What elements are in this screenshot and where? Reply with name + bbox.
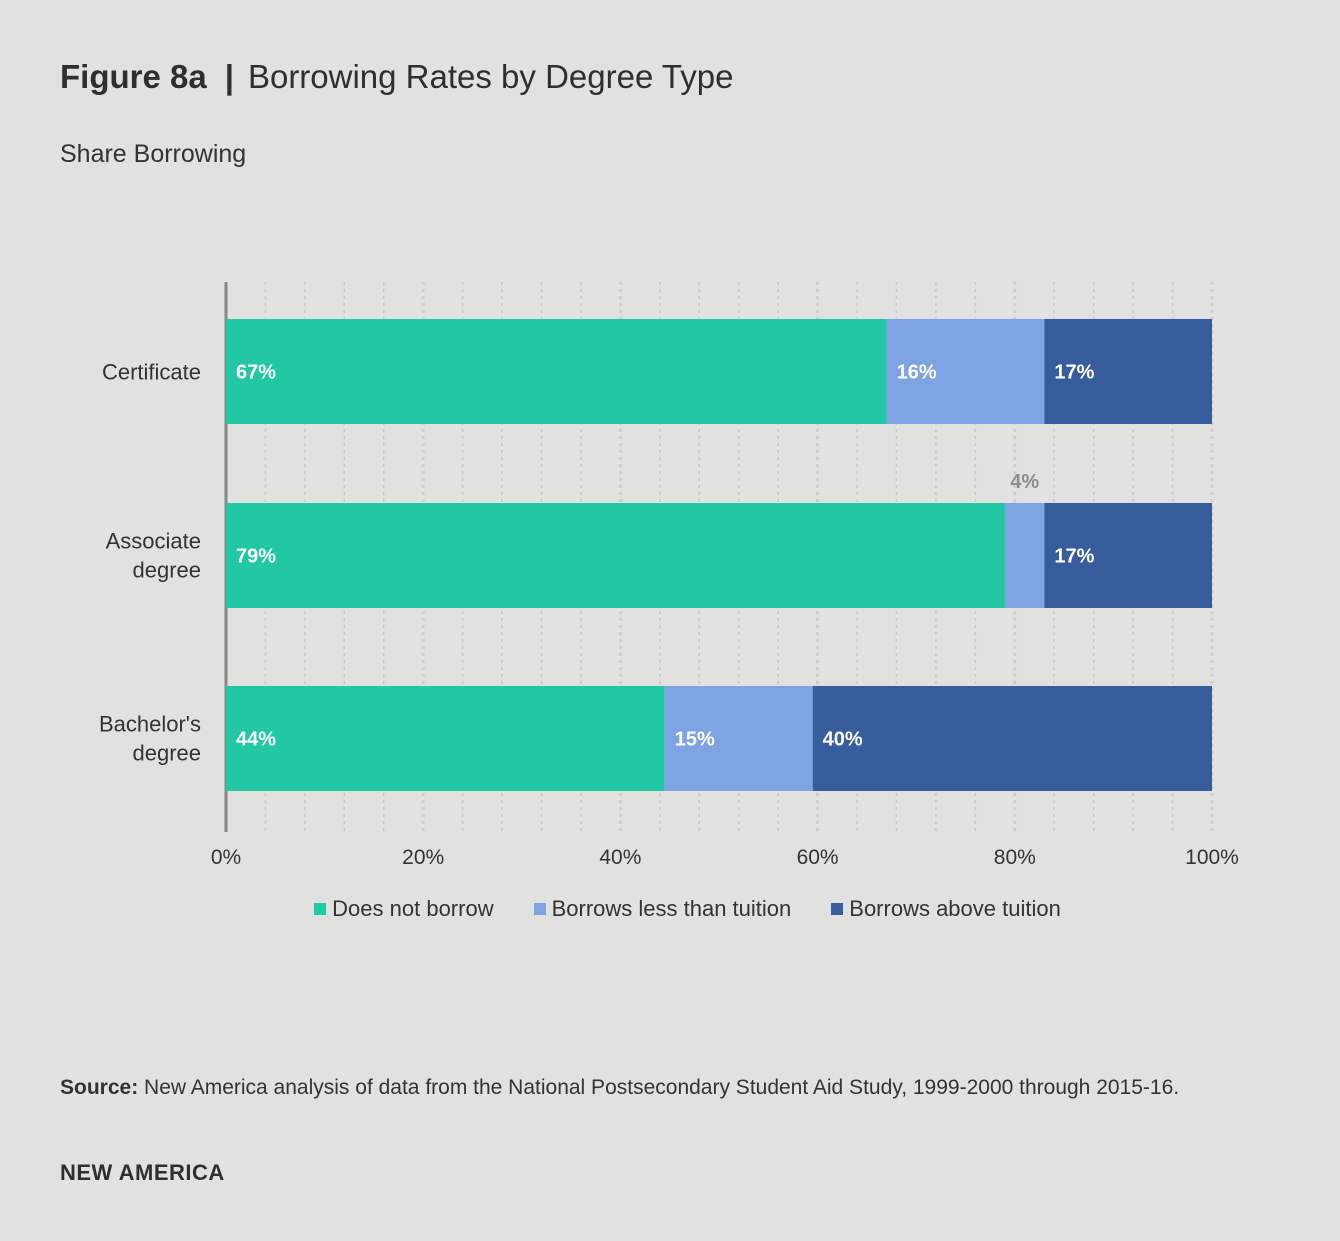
figure-title: Borrowing Rates by Degree Type [247,58,734,95]
stacked-bar-chart: 67% 16% 17% Certificate 79% 4% 17% Associate deg… [99,282,1239,869]
legend-label-borrows-less: Borrows less than tuition [551,896,792,921]
legend-label-does-not-borrow: Does not borrow [332,896,494,921]
legend-item-borrows-less: Borrows less than tuition [533,896,792,922]
bar-does-not-borrow [226,686,665,791]
bar-does-not-borrow [226,319,887,424]
category-label: Bachelor's [99,712,201,737]
data-label-borrows-less: 15% [675,729,715,751]
bar-borrows-less [664,686,813,791]
x-tick-label: 100% [1185,846,1239,869]
bar-borrows-above [812,686,1212,791]
category-label: Associate [106,529,201,554]
bar-does-not-borrow [226,503,1005,608]
category-label: degree [132,741,201,766]
legend-item-does-not-borrow: Does not borrow [314,896,494,922]
source-label: Source: [60,1076,139,1099]
x-tick-label: 60% [797,846,839,869]
legend-swatch-borrows-above [831,903,844,915]
data-label-does-not-borrow: 79% [236,546,276,568]
figure-label: Figure 8a [60,58,207,95]
data-label-borrows-above: 17% [1054,546,1094,568]
x-tick-label: 80% [994,846,1036,869]
legend-item-borrows-above: Borrows above tuition [831,896,1061,922]
bar-borrows-less [1004,503,1045,608]
bar-borrows-above [1044,319,1212,424]
x-tick-label: 20% [402,846,444,869]
chart-title: Figure 8a | Borrowing Rates by Degree Type [60,58,733,96]
legend-label-borrows-above: Borrows above tuition [849,896,1061,921]
title-separator: | [224,58,234,95]
category-label: Certificate [102,360,201,385]
legend-swatch-borrows-less [533,903,546,915]
x-tick-label: 0% [211,846,241,869]
data-label-borrows-less: 4% [1010,471,1039,493]
legend-swatch-does-not-borrow [314,903,327,915]
data-label-does-not-borrow: 67% [236,362,276,384]
bar-borrows-above [1044,503,1212,608]
source-text: New America analysis of data from the Na… [138,1076,1180,1099]
data-label-borrows-above: 17% [1054,362,1094,384]
data-label-borrows-less: 16% [897,362,937,384]
bar-borrows-less [886,319,1045,424]
brand-wordmark: NEW AMERICA [60,1160,225,1185]
chart-legend: Does not borrow Borrows less than tuitio… [0,896,1340,922]
data-label-does-not-borrow: 44% [236,729,276,751]
source-note: Source: New America analysis of data fro… [60,1073,1210,1103]
data-label-borrows-above: 40% [823,729,863,751]
x-tick-label: 40% [599,846,641,869]
category-label: degree [132,558,201,583]
chart-subtitle: Share Borrowing [60,140,247,168]
